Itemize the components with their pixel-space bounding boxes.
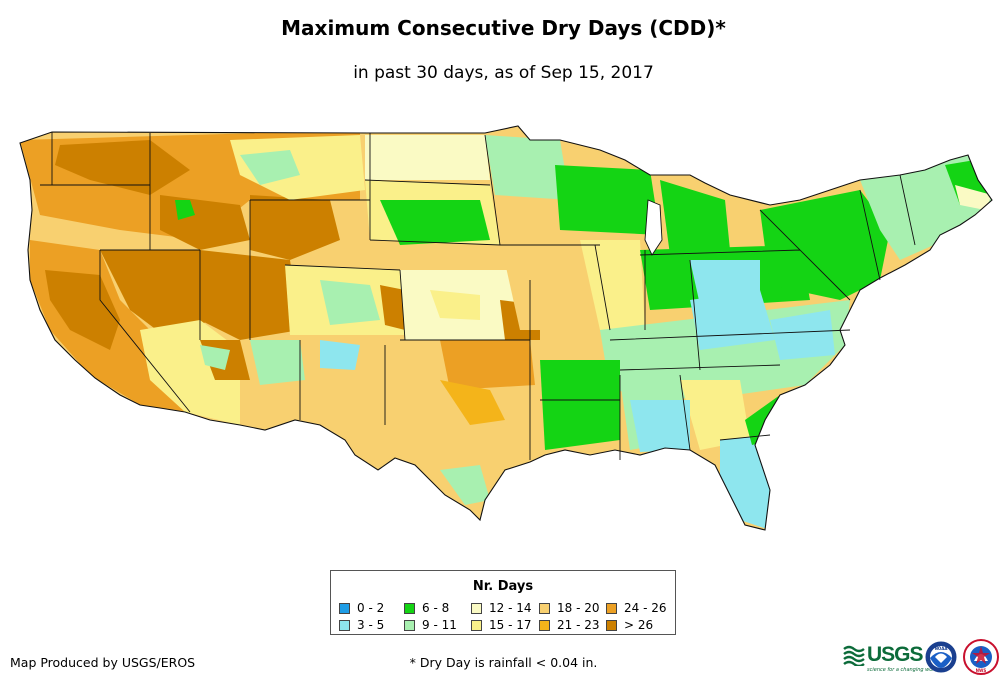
dry-day-footnote: * Dry Day is rainfall < 0.04 in. <box>409 655 598 670</box>
zone-maine-coast <box>955 185 992 210</box>
legend-swatch <box>339 602 350 614</box>
legend-label: 18 - 20 <box>557 601 600 615</box>
legend-item: 24 - 26 <box>606 601 667 615</box>
legend-item: 18 - 20 <box>539 601 600 615</box>
legend-label: 24 - 26 <box>624 601 667 615</box>
legend-swatch <box>606 619 617 631</box>
legend-swatch <box>404 602 415 614</box>
nws-logo-icon: NWS <box>963 639 999 675</box>
map-title: Maximum Consecutive Dry Days (CDD)* <box>281 16 726 40</box>
legend-label: > 26 <box>624 618 654 632</box>
usgs-wordmark: USGS <box>867 643 924 666</box>
map-subtitle: in past 30 days, as of Sep 15, 2017 <box>353 63 654 83</box>
legend: Nr. Days 0 - 2 3 - 5 6 - 8 9 - 11 12 - 1… <box>330 570 676 635</box>
zone-north-dakota <box>365 135 490 180</box>
legend-item: > 26 <box>606 618 653 632</box>
zone-gulf-blue <box>630 400 690 452</box>
us-dry-days-map <box>19 125 993 531</box>
zone-montana-green <box>240 150 300 185</box>
zone-northwest-dark <box>55 140 190 195</box>
state-boundaries <box>40 132 916 460</box>
legend-label: 9 - 11 <box>422 618 457 632</box>
legend-item: 21 - 23 <box>539 618 600 632</box>
legend-swatch <box>339 619 350 631</box>
zone-new-mexico-green <box>250 340 305 385</box>
usgs-tagline: science for a changing world <box>867 667 939 673</box>
zone-iowa-missouri <box>500 240 610 330</box>
zone-illinois <box>580 240 645 330</box>
zone-kentucky-blue <box>690 290 775 350</box>
zone-texas-coast <box>440 465 490 505</box>
zone-california-dark <box>45 270 120 350</box>
usgs-wave-icon <box>843 644 865 666</box>
zone-arkansas-louisiana <box>540 360 620 450</box>
zone-dakotas-green <box>380 200 490 245</box>
legend-swatch <box>539 619 550 631</box>
zone-idaho-green <box>175 200 195 220</box>
legend-item: 9 - 11 <box>404 618 457 632</box>
legend-label: 3 - 5 <box>357 618 385 632</box>
zone-oklahoma <box>440 340 535 390</box>
legend-swatch <box>471 619 482 631</box>
legend-swatch <box>404 619 415 631</box>
map-credit: Map Produced by USGS/EROS <box>10 655 196 670</box>
legend-label: 6 - 8 <box>422 601 450 615</box>
legend-title: Nr. Days <box>472 579 534 594</box>
zone-colorado-green <box>320 280 380 325</box>
legend-swatch <box>471 602 482 614</box>
legend-item: 6 - 8 <box>404 601 449 615</box>
noaa-logo-text: NOAA <box>935 646 949 651</box>
noaa-logo-icon: NOAA <box>925 641 957 673</box>
zone-michigan <box>660 180 730 255</box>
legend-item: 3 - 5 <box>339 618 384 632</box>
zone-wisconsin <box>555 165 660 235</box>
legend-label: 15 - 17 <box>489 618 532 632</box>
usgs-logo: USGS science for a changing world <box>843 643 939 673</box>
nws-logo-text: NWS <box>976 668 987 673</box>
us-outline <box>19 125 993 531</box>
zone-minnesota <box>485 135 570 200</box>
legend-swatch <box>606 602 617 614</box>
zone-alabama <box>680 380 750 450</box>
zone-wyoming-dark <box>250 195 340 260</box>
zone-nevada-dark <box>100 250 210 340</box>
legend-label: 12 - 14 <box>489 601 532 615</box>
zone-carolina-blue <box>770 310 835 360</box>
zone-colorado-dark <box>380 285 405 330</box>
zone-texas-orange <box>440 380 505 425</box>
legend-item: 15 - 17 <box>471 618 532 632</box>
legend-item: 12 - 14 <box>471 601 532 615</box>
zone-nm-blue <box>320 340 360 370</box>
zone-northeast <box>760 190 890 300</box>
legend-item: 0 - 2 <box>339 601 384 615</box>
legend-label: 0 - 2 <box>357 601 385 615</box>
zone-arizona-green <box>200 345 230 370</box>
zone-florida <box>720 435 770 530</box>
zone-kansas-yellow <box>430 290 480 320</box>
legend-label: 21 - 23 <box>557 618 600 632</box>
lake-michigan <box>644 199 663 256</box>
legend-swatch <box>539 602 550 614</box>
